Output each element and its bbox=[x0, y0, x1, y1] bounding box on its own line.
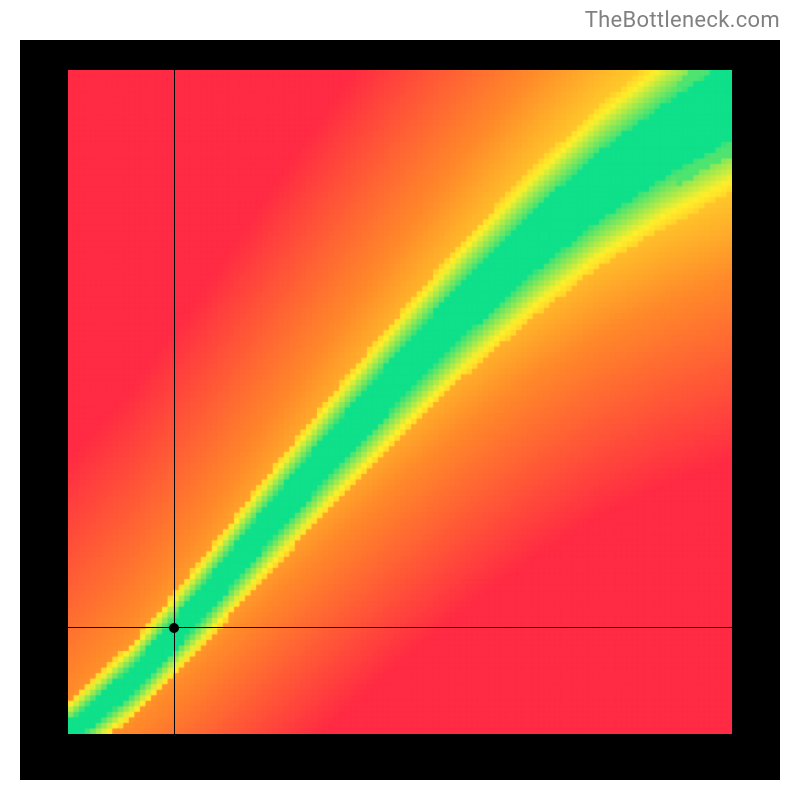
heatmap-canvas bbox=[68, 70, 732, 734]
chart-frame bbox=[20, 40, 780, 780]
crosshair-vertical bbox=[174, 70, 175, 734]
plot-area bbox=[68, 70, 732, 734]
watermark-text: TheBottleneck.com bbox=[585, 8, 780, 33]
crosshair-horizontal bbox=[68, 627, 732, 628]
image-container: TheBottleneck.com bbox=[0, 0, 800, 800]
marker-dot bbox=[169, 623, 179, 633]
